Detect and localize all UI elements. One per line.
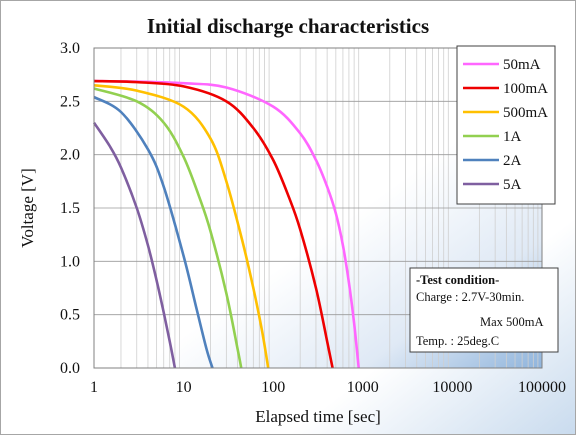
series-line-5A [92,121,177,369]
note-line-1: Charge : 2.7V-30min. [416,290,524,304]
x-axis-label: Elapsed time [sec] [255,407,381,426]
y-tick-label: 3.0 [60,40,80,57]
y-axis-label: Voltage [V] [18,168,37,247]
x-tick-label: 10 [176,379,192,396]
y-tick-label: 1.0 [60,253,80,270]
x-tick-label: 10000 [432,379,472,396]
note-heading: -Test condition- [416,273,499,287]
x-tick-label: 1000 [347,379,379,396]
legend-label-50mA: 50mA [503,57,541,73]
series-line-100mA [93,79,334,369]
note-line-3: Temp. : 25deg.C [416,334,499,348]
series-layer [92,79,360,369]
legend-label-5A: 5A [503,177,522,193]
y-tick-label: 2.0 [60,147,80,164]
note-line-2: Max 500mA [480,315,544,329]
y-tick-label: 0.0 [60,360,80,377]
series-line-50mA [93,79,360,369]
y-tick-label: 0.5 [60,307,80,324]
x-tick-label: 100000 [518,379,566,396]
legend-box [456,45,556,205]
x-tick-label: 100 [261,379,285,396]
plot-border [93,47,543,369]
legend-label-1A: 1A [503,129,522,145]
series-line-2A [93,95,214,369]
legend-label-2A: 2A [503,153,522,169]
x-tick-label: 1 [90,379,98,396]
legend-label-500mA: 500mA [503,105,548,121]
x-tick-labels: 1 10 100 1000 10000 100000 [90,379,566,396]
y-tick-label: 2.5 [60,93,80,110]
y-tick-label: 1.5 [60,200,80,217]
test-condition-note: -Test condition- Charge : 2.7V-30min. Ma… [409,267,559,353]
legend-label-100mA: 100mA [503,81,548,97]
series-line-500mA [93,84,270,369]
y-tick-labels: 0.0 0.5 1.0 1.5 2.0 2.5 3.0 [60,40,80,377]
note-box [409,267,559,353]
series-line-1A [93,87,243,369]
chart-title: Initial discharge characteristics [147,14,429,38]
legend: 50mA 100mA 500mA 1A 2A 5A [456,45,556,205]
